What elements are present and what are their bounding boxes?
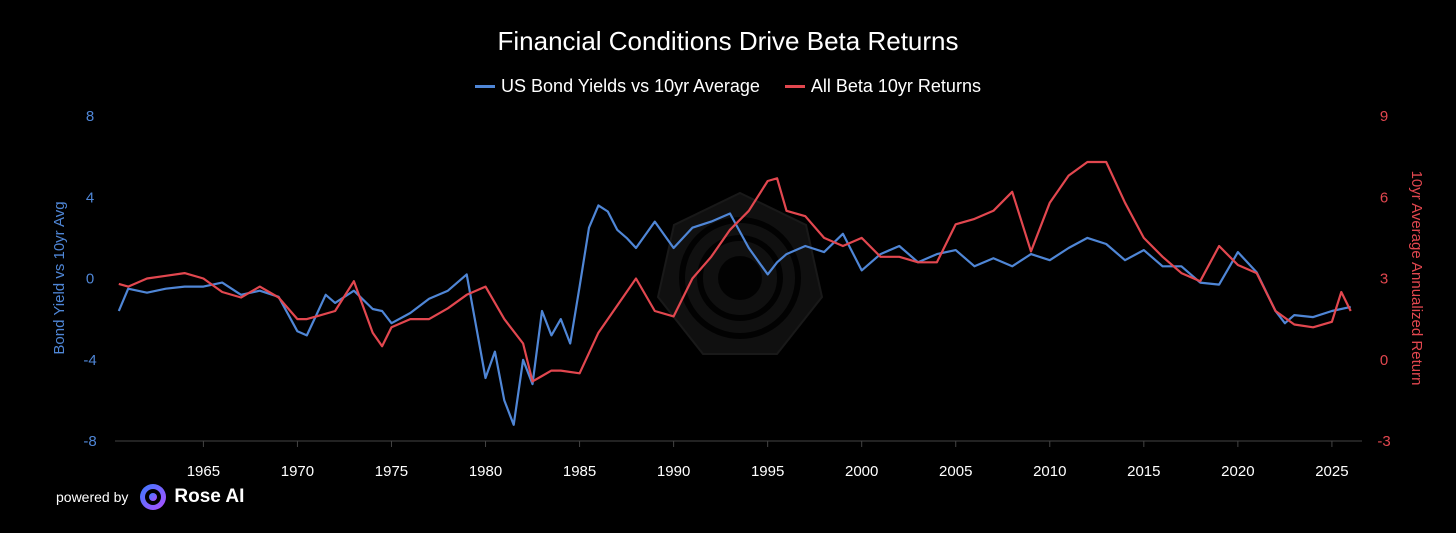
legend-item-beta[interactable]: All Beta 10yr Returns	[784, 76, 981, 97]
x-tick-label: 2000	[845, 463, 878, 480]
x-tick-label: 1980	[469, 463, 502, 480]
y-left-tick-label: -4	[83, 352, 96, 369]
series-lines	[117, 160, 1352, 426]
brand-name: Rose AI	[174, 486, 245, 507]
x-tick-label: 2015	[1127, 463, 1160, 480]
y-right-tick-label: 9	[1380, 108, 1388, 125]
x-tick-label: 1975	[375, 463, 408, 480]
legend-swatch-beta	[784, 85, 805, 88]
chart-legend: US Bond Yields vs 10yr Average All Beta …	[0, 72, 1456, 97]
y-left-tick-label: 0	[86, 271, 94, 288]
y-right-axis-label: 10yr Average Annualized Return	[1408, 171, 1425, 386]
legend-label-bond: US Bond Yields vs 10yr Average	[501, 76, 760, 96]
x-tick-label: 1970	[281, 463, 314, 480]
y-right-tick-label: -3	[1377, 433, 1390, 450]
x-tick-label: 1985	[563, 463, 596, 480]
y-right-axis-ticks: 9 6 3 0 -3	[1377, 108, 1390, 450]
x-tick-label: 1995	[751, 463, 784, 480]
y-right-tick-label: 3	[1380, 271, 1388, 288]
y-left-axis-label: Bond Yield vs 10yr Avg	[51, 201, 68, 354]
legend-item-bond[interactable]: US Bond Yields vs 10yr Average	[475, 76, 760, 97]
x-tick-label: 1990	[657, 463, 690, 480]
y-left-tick-label: 8	[86, 108, 94, 125]
legend-label-beta: All Beta 10yr Returns	[810, 76, 981, 96]
series-line-bond-yields	[117, 204, 1351, 426]
footer-branding: powered by Rose AI	[56, 482, 244, 512]
x-tick-label: 2025	[1315, 463, 1348, 480]
watermark-logo-icon	[656, 191, 824, 355]
y-left-tick-label: -8	[83, 433, 96, 450]
legend-swatch-bond	[475, 85, 496, 88]
rose-ai-logo-icon	[140, 484, 167, 510]
x-tick-label: 2010	[1033, 463, 1066, 480]
x-axis-ticks: 1965 1970 1975 1980 1985 1990 1995 2000 2005 2010…	[187, 441, 1349, 480]
series-line-beta-returns	[118, 160, 1352, 383]
x-tick-label: 1965	[187, 463, 220, 480]
powered-by-label: powered by	[56, 489, 129, 505]
y-left-axis-ticks: 8 4 0 -4 -8	[83, 108, 96, 450]
x-tick-label: 2005	[939, 463, 972, 480]
chart-title: Financial Conditions Drive Beta Returns	[497, 26, 959, 56]
y-right-tick-label: 0	[1380, 352, 1388, 369]
y-left-tick-label: 4	[86, 189, 94, 206]
y-right-tick-label: 6	[1380, 189, 1388, 206]
x-tick-label: 2020	[1221, 463, 1254, 480]
